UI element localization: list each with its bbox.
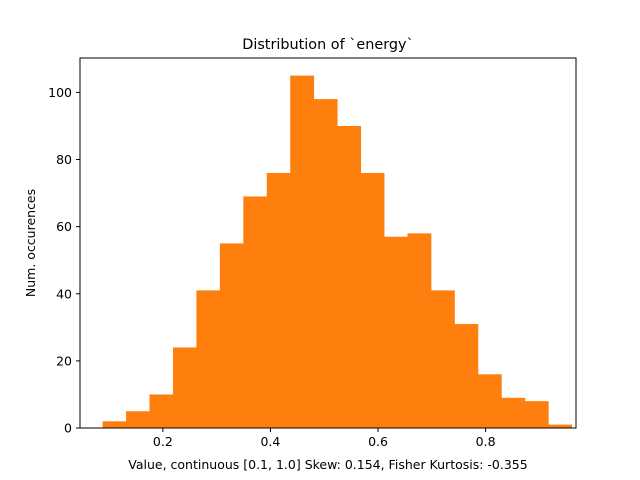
- y-tick-label: 60: [56, 219, 72, 234]
- axes-frame: [79, 57, 577, 429]
- histogram-bar: [219, 243, 244, 428]
- histogram-bar: [172, 347, 197, 428]
- y-tick-label: 80: [56, 152, 72, 167]
- histogram-bar: [337, 125, 362, 429]
- x-tick-label: 0.2: [153, 434, 173, 449]
- histogram-bar: [501, 397, 526, 428]
- histogram-bar: [266, 172, 291, 428]
- histogram-bar: [548, 424, 573, 428]
- histogram-bar: [196, 290, 221, 428]
- x-axis-ticks: 0.2 0.4 0.6 0.8: [153, 428, 496, 449]
- histogram-bar: [407, 233, 432, 428]
- y-tick-label: 20: [56, 353, 72, 368]
- histogram-bar: [313, 99, 338, 429]
- histogram-bar: [126, 411, 150, 428]
- histogram-bar: [243, 196, 268, 428]
- histogram-bar: [524, 401, 549, 428]
- x-tick-label: 0.6: [368, 434, 388, 449]
- y-tick-label: 100: [48, 85, 72, 100]
- histogram-bar: [102, 421, 127, 428]
- x-tick-label: 0.4: [260, 434, 280, 449]
- x-tick-label: 0.8: [476, 434, 496, 449]
- histogram-bar: [384, 236, 408, 428]
- chart-title: Distribution of `energy`: [242, 37, 414, 53]
- y-axis-ticks: 0 20 40 60 80 100: [48, 85, 80, 436]
- y-axis-label: Num. occurences: [23, 189, 38, 297]
- histogram-bar: [430, 290, 455, 428]
- histogram-bar: [290, 75, 315, 429]
- histogram-bars: [102, 75, 573, 429]
- histogram-bar: [149, 394, 174, 428]
- histogram-bar: [454, 323, 479, 428]
- histogram-bar: [360, 172, 385, 428]
- histogram-bar: [477, 374, 502, 428]
- y-tick-label: 0: [64, 421, 72, 436]
- y-tick-label: 40: [56, 286, 72, 301]
- x-axis-label: Value, continuous [0.1, 1.0] Skew: 0.154…: [128, 457, 527, 472]
